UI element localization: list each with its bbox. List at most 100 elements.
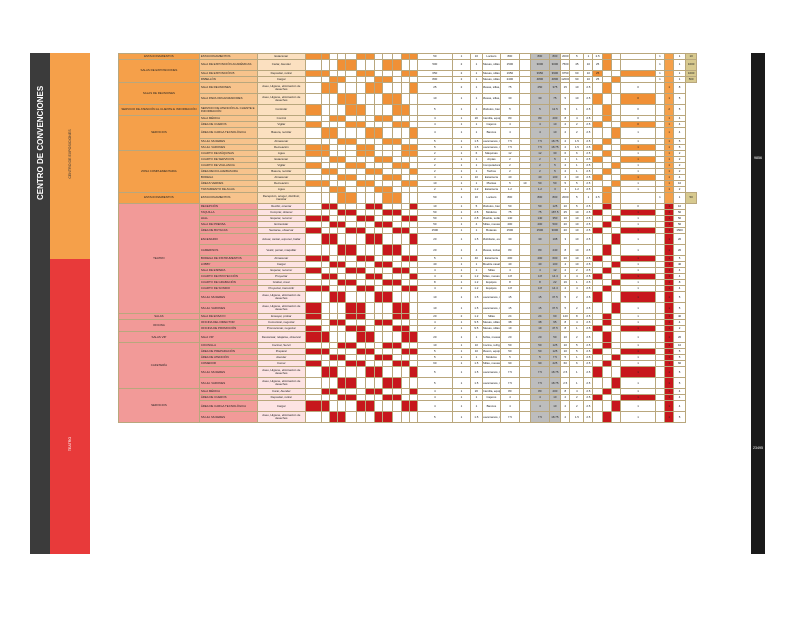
- matrix-cell: [355, 127, 367, 140]
- value-cell: [601, 291, 612, 304]
- matrix-cell: [305, 192, 323, 205]
- sheet-title: CENTRO DE CONVENCIONES: [36, 85, 45, 200]
- matrix-cell: [321, 127, 331, 140]
- matrix-cell: [329, 411, 339, 424]
- value-cell: 0: [620, 93, 656, 106]
- matrix-cell: [345, 58, 357, 72]
- value-cell: [610, 302, 622, 315]
- activity: Aseo, Higiene, eliminación de desechos: [256, 411, 307, 424]
- matrix-cell: [382, 377, 393, 390]
- matrix-cell: [382, 93, 393, 106]
- activity: Aseo, Higiene, eliminación de desechos: [256, 302, 307, 315]
- activity: Aseo, Higiene, eliminación de desechos: [256, 291, 307, 304]
- value-cell: 30: [530, 233, 550, 246]
- value-cell: 5: [569, 192, 585, 205]
- value-cell: 5: [560, 291, 571, 304]
- matrix-cell: [305, 58, 323, 72]
- value-cell: 1000: [684, 58, 698, 72]
- value-cell: [610, 331, 622, 344]
- value-cell: [654, 244, 666, 257]
- value-cell: [518, 233, 532, 246]
- value-cell: 2: [664, 104, 675, 117]
- value-cell: 3000: [548, 58, 562, 72]
- matrix-cell: [391, 93, 402, 106]
- value-cell: [654, 233, 666, 246]
- value-cell: 1: [451, 192, 472, 205]
- value-cell: 2.5: [583, 411, 594, 424]
- value-cell: 1: [569, 366, 585, 379]
- value-cell: [592, 104, 603, 117]
- value-cell: 1: [664, 366, 675, 379]
- matrix-cell: [408, 82, 419, 95]
- matrix-cell: [329, 377, 339, 390]
- value-cell: [654, 291, 666, 304]
- matrix-cell: [365, 192, 376, 205]
- value-cell: 20: [673, 244, 686, 257]
- matrix-cell: [305, 411, 323, 424]
- table-row: CAMERINOS Vestir, peinar, maquillar 20 1 4 Me…: [119, 244, 790, 257]
- value-cell: 5: [560, 93, 571, 106]
- activity: Aseo, Higiene, eliminación de desechos: [256, 82, 307, 95]
- value-cell: [592, 93, 603, 106]
- matrix-cell: [305, 291, 323, 304]
- value-cell: 1: [620, 291, 656, 304]
- value-cell: [601, 93, 612, 106]
- value-cell: [592, 366, 603, 379]
- matrix-cell: [337, 244, 347, 257]
- activity: Cazar, Atender: [256, 58, 307, 72]
- value-cell: 1: [470, 104, 483, 117]
- value-cell: 1: [620, 366, 656, 379]
- value-cell: 1: [654, 58, 666, 72]
- table-row: SALA DE PRENSA Entrevistar 50 1 4 Sillas, mes…: [119, 221, 790, 229]
- value-cell: 4: [417, 400, 453, 413]
- matrix-cell: [365, 244, 376, 257]
- matrix-cell: [337, 400, 347, 413]
- value-cell: 1.5: [470, 377, 483, 390]
- matrix-cell: [355, 93, 367, 106]
- space-name: ÁREA DE CARGA TECNOLÓGICA: [198, 127, 258, 140]
- matrix-cell: [355, 291, 367, 304]
- activity: Aseo, Higiene, eliminación de desechos: [256, 377, 307, 390]
- value-cell: [664, 192, 675, 205]
- value-cell: [592, 233, 603, 246]
- upper-zone-band: [50, 53, 90, 259]
- matrix-cell: [400, 233, 410, 246]
- table-row: SS.HH. MUJERES Aseo, Higiene, eliminación…: [119, 366, 790, 379]
- matrix-cell: [400, 244, 410, 257]
- activity: Aseo, Higiene, eliminación de desechos: [256, 366, 307, 379]
- matrix-cell: [337, 58, 347, 72]
- value-cell: 5: [417, 104, 453, 117]
- matrix-cell: [408, 291, 419, 304]
- value-cell: Lavamanos, inodoro: [481, 291, 502, 304]
- space-name: SS.HH. MUJERES: [198, 366, 258, 379]
- value-cell: [601, 244, 612, 257]
- value-cell: 1: [451, 331, 472, 344]
- value-cell: 4: [673, 400, 686, 413]
- value-cell: 20: [673, 331, 686, 344]
- matrix-cell: [329, 93, 339, 106]
- matrix-cell: [355, 366, 367, 379]
- value-cell: 20: [417, 244, 453, 257]
- lower-zone-label: TEATRO: [68, 436, 72, 452]
- value-cell: [610, 104, 622, 117]
- table-row: ÁREAS VERDES Recreación 10 1 1 Plantas 5 10 50 50…: [119, 180, 790, 188]
- matrix-cell: [329, 291, 339, 304]
- value-cell: 7500: [560, 58, 571, 72]
- matrix-cell: [374, 366, 384, 379]
- value-cell: 1: [470, 127, 483, 140]
- value-cell: 25: [417, 82, 453, 95]
- value-cell: Mesas, sillas, tv: [481, 82, 502, 95]
- value-cell: 10: [417, 93, 453, 106]
- group-name: ZONA COMPLEMENTARIA: [118, 150, 200, 194]
- value-cell: [518, 104, 532, 117]
- space-name: SALA PARA ORGANIZADORES: [198, 93, 258, 106]
- matrix-cell: [374, 233, 384, 246]
- value-cell: [601, 192, 612, 205]
- value-cell: [592, 82, 603, 95]
- value-cell: [518, 244, 532, 257]
- value-cell: 2.5: [583, 104, 594, 117]
- table-row: ÁREA RECICLAJE/BASURA Basura, reciclar 2 1 1…: [119, 168, 790, 176]
- group-name: TEATRO: [118, 203, 200, 315]
- table-row: ÁREA DE CUEROS Vigilar 4 1 1 Cajeros 4 4 10 2 2 2.5…: [119, 121, 790, 129]
- value-cell: 4: [500, 400, 520, 413]
